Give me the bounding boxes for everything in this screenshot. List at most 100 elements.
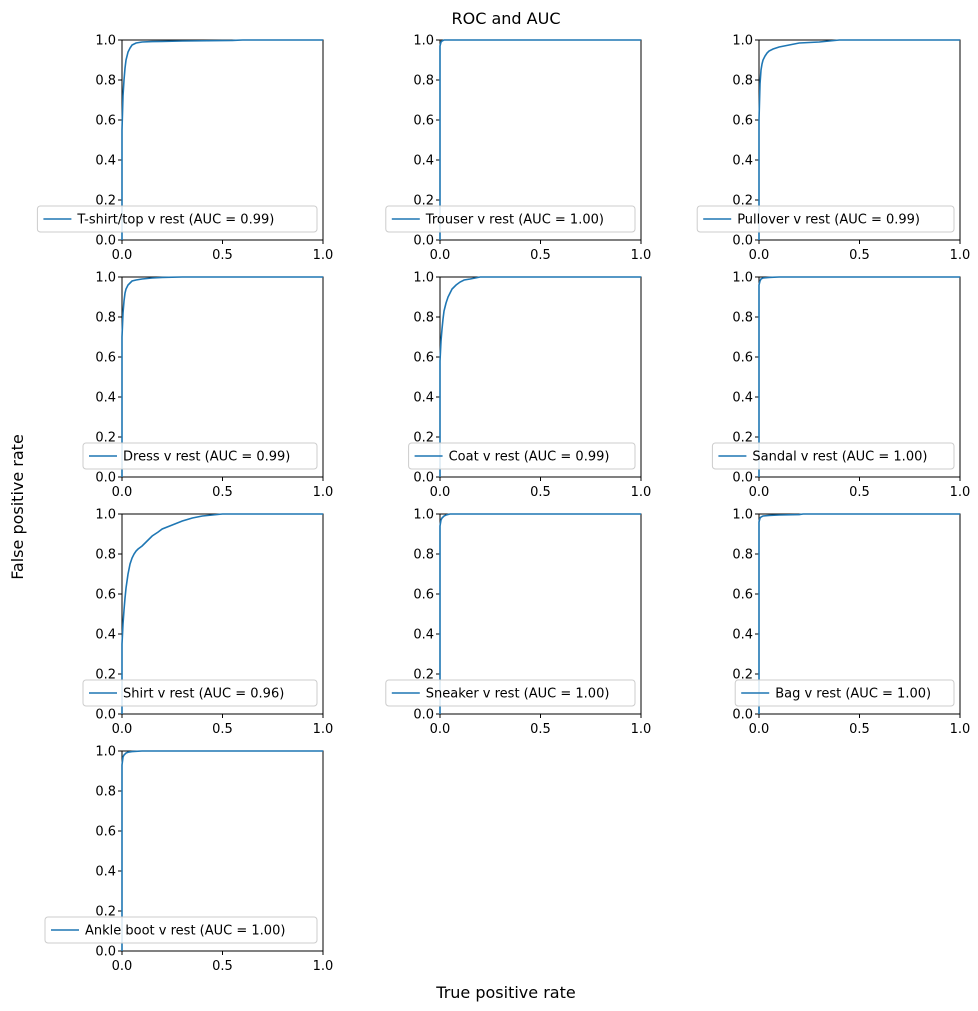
- y-tick-label: 0.2: [95, 905, 116, 920]
- legend-label: Trouser v rest (AUC = 1.00): [425, 213, 604, 228]
- y-tick-label: 1.0: [95, 34, 116, 49]
- legend: Dress v rest (AUC = 0.99): [82, 442, 318, 470]
- legend-label: Coat v rest (AUC = 0.99): [449, 450, 610, 465]
- y-tick-label: 0.6: [413, 114, 434, 129]
- y-tick-label: 0.4: [95, 865, 116, 880]
- figure-ylabel: False positive rate: [8, 434, 27, 580]
- x-tick-label: 0.0: [112, 722, 133, 737]
- y-tick-label: 0.2: [95, 431, 116, 446]
- y-tick-label: 0.4: [732, 391, 753, 406]
- subplot: 0.0 0.2 0.4 0.6 0.8 1.0 0.0 0.5 1.0 Coat v rest (…: [408, 271, 652, 500]
- legend-label: Ankle boot v rest (AUC = 1.00): [85, 924, 285, 939]
- y-tick-label: 0.8: [95, 785, 116, 800]
- x-tick-label: 1.0: [313, 722, 334, 737]
- legend-label: Dress v rest (AUC = 0.99): [123, 450, 290, 465]
- x-tick-label: 0.0: [430, 485, 451, 500]
- y-tick-label: 0.0: [95, 234, 116, 249]
- subplot: 0.0 0.2 0.4 0.6 0.8 1.0 0.0 0.5 1.0 Bag v rest (A…: [732, 508, 970, 738]
- x-tick-label: 1.0: [950, 485, 971, 500]
- y-tick-label: 0.8: [95, 311, 116, 326]
- y-tick-label: 0.4: [95, 628, 116, 643]
- y-tick-label: 0.8: [732, 74, 753, 89]
- x-tick-label: 0.5: [849, 722, 870, 737]
- x-tick-label: 1.0: [313, 248, 334, 263]
- y-tick-label: 0.4: [413, 628, 434, 643]
- y-tick-label: 0.8: [732, 311, 753, 326]
- legend-label: T-shirt/top v rest (AUC = 0.99): [76, 213, 274, 228]
- y-tick-label: 1.0: [95, 508, 116, 523]
- x-tick-label: 1.0: [950, 248, 971, 263]
- y-tick-label: 0.0: [95, 945, 116, 960]
- legend-box: [408, 442, 636, 470]
- legend: Shirt v rest (AUC = 0.96): [82, 679, 318, 707]
- legend: Sandal v rest (AUC = 1.00): [711, 442, 955, 470]
- y-tick-label: 0.0: [95, 471, 116, 486]
- y-tick-label: 0.8: [413, 548, 434, 563]
- y-tick-label: 1.0: [413, 508, 434, 523]
- legend-box: [44, 916, 318, 944]
- y-tick-label: 0.8: [95, 548, 116, 563]
- y-tick-label: 0.6: [95, 114, 116, 129]
- y-tick-label: 0.0: [413, 708, 434, 723]
- legend-label: Shirt v rest (AUC = 0.96): [123, 687, 284, 702]
- x-tick-label: 0.0: [112, 959, 133, 974]
- x-tick-label: 0.0: [430, 248, 451, 263]
- y-tick-label: 0.6: [732, 588, 753, 603]
- y-tick-label: 0.0: [413, 234, 434, 249]
- subplot: 0.0 0.2 0.4 0.6 0.8 1.0 0.0 0.5 1.0 Dress v rest …: [82, 271, 334, 500]
- y-tick-label: 0.0: [732, 708, 753, 723]
- x-tick-label: 1.0: [631, 485, 652, 500]
- y-tick-label: 0.2: [732, 431, 753, 446]
- y-tick-label: 0.2: [413, 668, 434, 683]
- y-tick-label: 0.4: [732, 154, 753, 169]
- roc-curve: [758, 276, 960, 477]
- x-tick-label: 0.5: [212, 959, 233, 974]
- y-tick-label: 0.4: [413, 391, 434, 406]
- subplot: 0.0 0.2 0.4 0.6 0.8 1.0 0.0 0.5 1.0 Sandal v rest…: [711, 271, 971, 500]
- legend-box: [711, 442, 955, 470]
- y-tick-label: 0.6: [413, 588, 434, 603]
- y-tick-label: 1.0: [95, 271, 116, 286]
- x-tick-label: 1.0: [313, 485, 334, 500]
- legend-box: [36, 205, 318, 233]
- y-tick-label: 0.0: [732, 471, 753, 486]
- legend: Sneaker v rest (AUC = 1.00): [385, 679, 636, 707]
- roc-curve: [121, 513, 323, 714]
- legend-label: Pullover v rest (AUC = 0.99): [737, 213, 920, 228]
- x-tick-label: 0.0: [112, 485, 133, 500]
- roc-curve: [439, 513, 641, 714]
- y-tick-label: 0.0: [413, 471, 434, 486]
- legend-box: [82, 442, 318, 470]
- y-tick-label: 0.4: [95, 154, 116, 169]
- y-tick-label: 0.2: [413, 194, 434, 209]
- y-tick-label: 0.6: [413, 351, 434, 366]
- x-tick-label: 0.5: [530, 248, 551, 263]
- roc-curve: [439, 39, 641, 240]
- y-tick-label: 0.4: [732, 628, 753, 643]
- x-tick-label: 0.5: [849, 485, 870, 500]
- y-tick-label: 0.8: [95, 74, 116, 89]
- subplot-grid: 0.0 0.2 0.4 0.6 0.8 1.0 0.0 0.5 1.0 T-shirt/top v…: [36, 34, 971, 974]
- y-tick-label: 0.2: [732, 194, 753, 209]
- y-tick-label: 1.0: [732, 508, 753, 523]
- x-tick-label: 0.5: [212, 722, 233, 737]
- y-tick-label: 0.6: [95, 351, 116, 366]
- legend-label: Bag v rest (AUC = 1.00): [775, 687, 931, 702]
- legend: Bag v rest (AUC = 1.00): [734, 679, 955, 707]
- y-tick-label: 0.4: [413, 154, 434, 169]
- x-tick-label: 1.0: [313, 959, 334, 974]
- figure-xlabel: True positive rate: [435, 983, 575, 1002]
- legend-box: [696, 205, 955, 233]
- legend: Pullover v rest (AUC = 0.99): [696, 205, 955, 233]
- x-tick-label: 1.0: [950, 722, 971, 737]
- figure-title: ROC and AUC: [452, 9, 561, 28]
- y-tick-label: 1.0: [413, 34, 434, 49]
- y-tick-label: 1.0: [413, 271, 434, 286]
- y-tick-label: 0.6: [95, 588, 116, 603]
- x-tick-label: 0.5: [212, 485, 233, 500]
- y-tick-label: 0.8: [732, 548, 753, 563]
- legend-box: [385, 205, 636, 233]
- y-tick-label: 0.8: [413, 74, 434, 89]
- y-tick-label: 0.2: [413, 431, 434, 446]
